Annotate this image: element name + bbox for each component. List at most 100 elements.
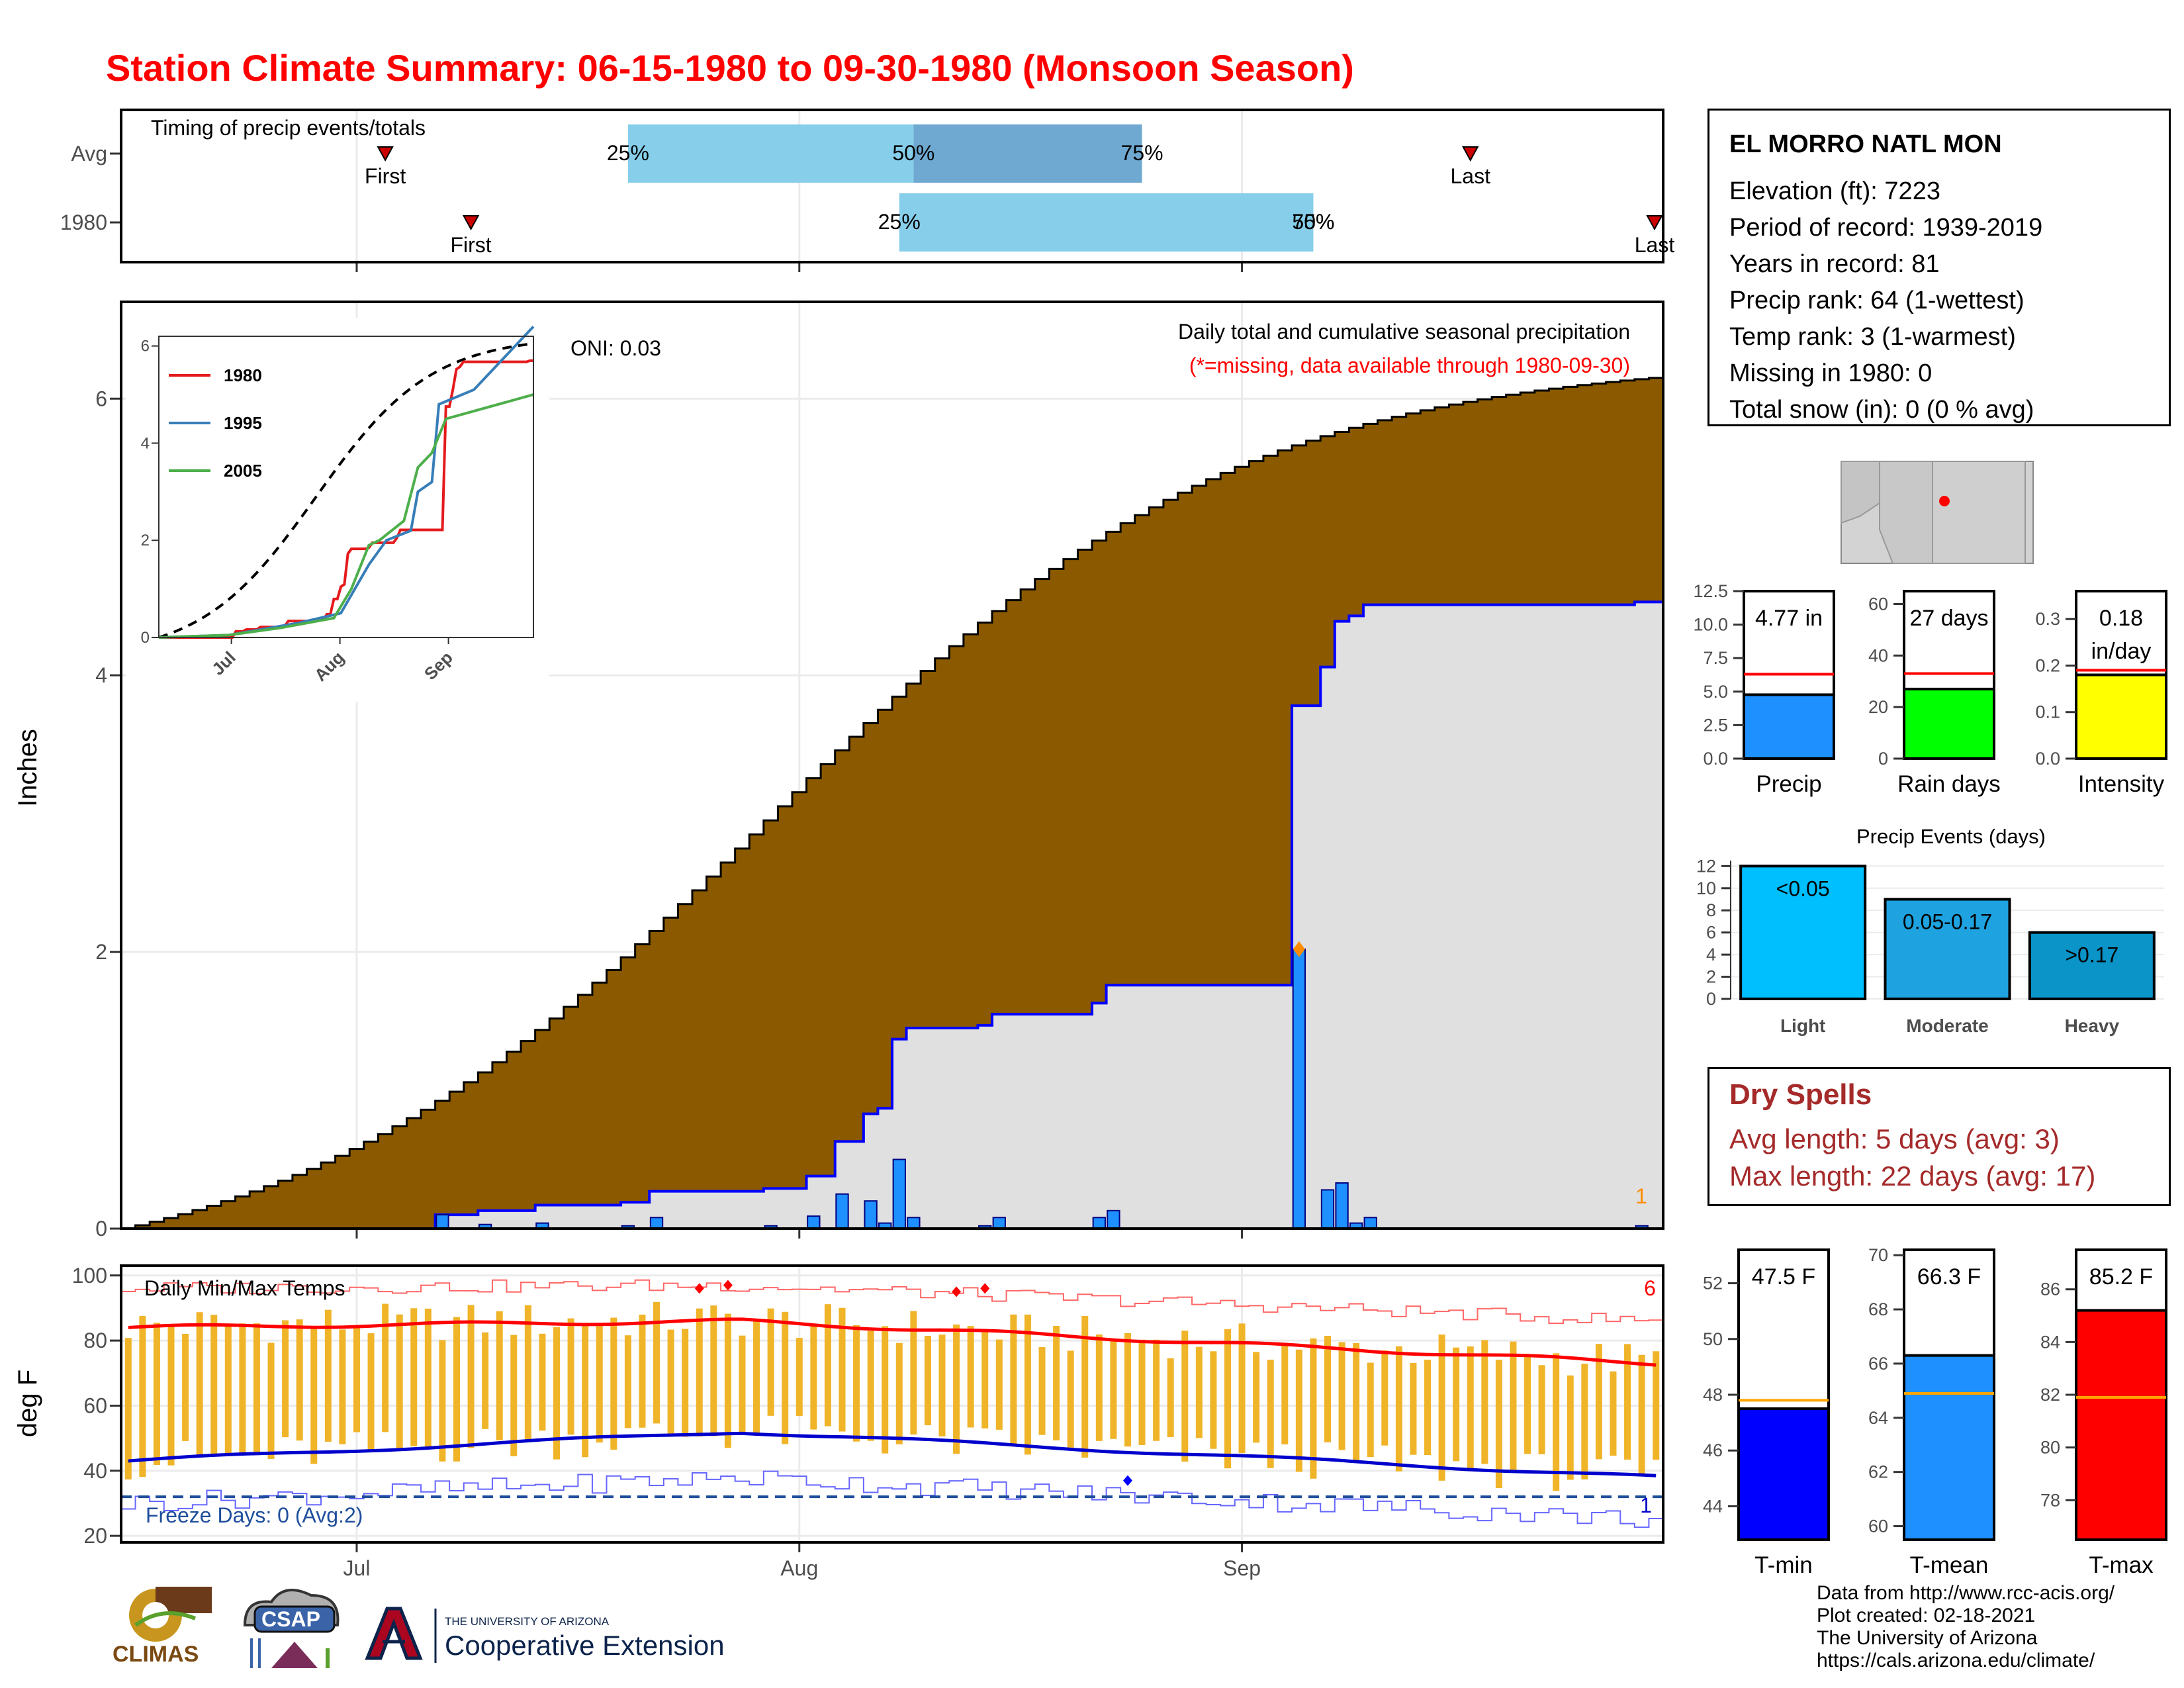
inset-y-tick-label: 2	[141, 532, 150, 549]
daily-temp-bar	[396, 1314, 403, 1448]
precip-summary-y-tick-label: 5.0	[1703, 682, 1728, 702]
precip-summary-y-tick-label: 0.1	[2035, 702, 2060, 722]
daily-temp-bar	[567, 1318, 574, 1435]
daily-temp-bar	[267, 1342, 275, 1459]
daily-temp-bar	[1210, 1351, 1217, 1449]
daily-temp-bar	[1224, 1329, 1231, 1469]
precip-plot-frame	[120, 301, 1664, 1230]
precip-subtitle: (*=missing, data available through 1980-…	[1189, 353, 1630, 377]
daily-temp-bar	[1053, 1325, 1060, 1440]
daily-temp-bar	[553, 1327, 561, 1460]
daily-temp-bar	[1653, 1351, 1660, 1460]
daily-temp-bar	[1438, 1335, 1445, 1481]
month-tick-label: Aug	[780, 1556, 818, 1580]
temp-y-tick-label: 60	[83, 1393, 107, 1417]
daily-temp-bar	[995, 1339, 1003, 1430]
record-high-marker	[980, 1283, 990, 1294]
temp-summary-y-tick-label: 62	[1868, 1462, 1888, 1482]
dry-spells-max: Max length: 22 days (avg: 17)	[1729, 1160, 2096, 1192]
record-low-count: 1	[1640, 1493, 1652, 1517]
temp-summary-bar	[1903, 1354, 1995, 1542]
precip-summary-y-tick-label: 0.2	[2035, 655, 2060, 675]
daily-precip-bar	[892, 1158, 906, 1229]
precip-summary-value-label: 4.77 in	[1755, 606, 1823, 631]
temp-summary-y-tick-label: 82	[2040, 1385, 2060, 1405]
daily-temp-bar	[753, 1319, 760, 1433]
precip-summary-y-tick-label: 12.5	[1693, 581, 1728, 601]
map-region-west	[1841, 461, 1880, 524]
footer-line: Data from http://www.rcc-acis.org/	[1817, 1582, 2115, 1604]
daily-temp-bar	[1038, 1347, 1046, 1435]
daily-temp-bar	[582, 1325, 589, 1458]
daily-temp-bar	[339, 1329, 346, 1444]
daily-temp-bar	[453, 1317, 460, 1462]
daily-temp-bar	[1253, 1352, 1260, 1443]
temp-summary-y-tick-label: 80	[2040, 1438, 2060, 1458]
dry-spells-title: Dry Spells	[1729, 1078, 1872, 1111]
temp-summary-y-tick-label: 70	[1868, 1245, 1888, 1265]
daily-temp-bar	[1324, 1336, 1332, 1442]
daily-temp-bar	[1310, 1338, 1317, 1479]
precip-summary-y-tick-label: 10.0	[1693, 615, 1728, 635]
precip-y-tick-label: 6	[95, 387, 107, 410]
ua-logo-graphic: THE UNIVERSITY OF ARIZONA Cooperative Ex…	[365, 1607, 725, 1663]
temp-summary-y-tick-label: 68	[1868, 1299, 1888, 1319]
precip-summary-value-label: 27 days	[1909, 606, 1988, 631]
ua-logo-small-text: THE UNIVERSITY OF ARIZONA	[445, 1615, 610, 1628]
timing-title: Timing of precip events/totals	[151, 116, 426, 140]
footer-line: https://cals.arizona.edu/climate/	[1817, 1650, 2095, 1671]
footer-line: The University of Arizona	[1817, 1627, 2038, 1649]
last-event-marker	[1646, 215, 1663, 231]
station-years: Years in record: 81	[1729, 250, 1940, 278]
daily-temp-bar	[667, 1329, 674, 1436]
events-title: Precip Events (days)	[1856, 825, 2046, 848]
daily-temp-bar	[410, 1308, 418, 1446]
precip-event-category-label: Light	[1780, 1015, 1825, 1036]
daily-temp-bar	[653, 1301, 660, 1424]
temp-summary-y-tick-label: 64	[1868, 1408, 1888, 1428]
daily-temp-bar	[1624, 1344, 1631, 1460]
first-event-marker	[462, 215, 480, 231]
daily-precip-bar	[649, 1217, 664, 1229]
daily-temp-bar	[253, 1323, 260, 1452]
daily-temp-bar	[153, 1323, 160, 1466]
inset-y-tick-label: 4	[141, 434, 150, 452]
temp-summary-value-label: 85.2 F	[2089, 1264, 2153, 1289]
station-location-dot	[1939, 496, 1950, 506]
daily-temp-bar	[682, 1329, 689, 1437]
csap-logo: CSAP	[232, 1579, 351, 1678]
csap-logo-text: CSAP	[261, 1607, 320, 1631]
daily-temp-bar	[124, 1338, 132, 1479]
temp-y-axis-label: deg F	[13, 1370, 42, 1437]
daily-precip-bar	[1363, 1217, 1377, 1229]
daily-temp-bar	[1095, 1334, 1103, 1441]
events-y-tick-label: 10	[1696, 878, 1716, 898]
daily-temp-bar	[1338, 1342, 1345, 1450]
quartile-bar-25-50	[627, 124, 914, 183]
events-y-tick-label: 6	[1706, 923, 1716, 943]
csap-logo-graphic: CSAP	[243, 1589, 340, 1668]
daily-temp-bar	[1638, 1354, 1645, 1475]
climas-logo-text: CLIMAS	[113, 1642, 199, 1667]
daily-temp-bar	[1424, 1360, 1432, 1456]
record-high-count: 6	[1644, 1276, 1656, 1300]
daily-temp-bar	[1367, 1362, 1374, 1458]
daily-temp-bar	[482, 1332, 489, 1429]
precip-count-label: 1	[1635, 1184, 1647, 1208]
inset-avg-line	[158, 342, 534, 639]
last-event-label: Last	[1451, 164, 1491, 188]
precip-summary-y-tick-label: 40	[1868, 645, 1888, 665]
daily-temp-bar	[1081, 1315, 1089, 1458]
daily-temp-bar	[824, 1304, 831, 1427]
timing-row-label: Avg	[71, 142, 107, 165]
daily-temp-bar	[853, 1325, 860, 1442]
temp-summary-category-label: T-max	[2089, 1552, 2154, 1578]
quartile-label-75: 75%	[1121, 141, 1163, 165]
daily-temp-bar	[424, 1308, 432, 1447]
temp-summary-y-tick-label: 44	[1703, 1496, 1723, 1516]
events-y-tick-label: 2	[1706, 967, 1716, 987]
precip-y-tick-label: 0	[95, 1217, 107, 1241]
events-y-tick-label: 0	[1706, 989, 1716, 1009]
daily-temp-bar	[467, 1305, 475, 1448]
